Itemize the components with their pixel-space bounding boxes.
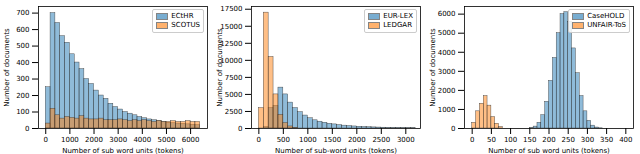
svg-text:12500: 12500 xyxy=(220,39,243,48)
svg-text:200: 200 xyxy=(16,92,29,100)
svg-text:6000: 6000 xyxy=(438,10,456,18)
svg-text:0: 0 xyxy=(44,136,48,144)
svg-text:2000: 2000 xyxy=(85,136,103,144)
svg-text:3000: 3000 xyxy=(397,136,415,144)
svg-text:0: 0 xyxy=(257,136,261,144)
svg-text:Number of documents: Number of documents xyxy=(429,28,437,107)
svg-text:Number of documents: Number of documents xyxy=(3,28,11,107)
svg-text:Number of sub word units (toke: Number of sub word units (tokens) xyxy=(62,147,184,154)
svg-text:0: 0 xyxy=(470,136,474,144)
svg-text:2500: 2500 xyxy=(372,136,390,144)
svg-text:0: 0 xyxy=(451,125,455,133)
svg-text:1500: 1500 xyxy=(323,136,341,144)
svg-text:100: 100 xyxy=(504,136,517,144)
html-text:CaseHOLD: CaseHOLD xyxy=(587,12,625,20)
svg-text:100: 100 xyxy=(16,108,29,116)
svg-text:5000: 5000 xyxy=(438,29,456,37)
svg-text:300: 300 xyxy=(16,75,29,83)
svg-text:600: 600 xyxy=(16,26,29,34)
svg-text:50: 50 xyxy=(487,136,496,144)
svg-text:250: 250 xyxy=(562,136,575,144)
svg-text:Number of documents: Number of documents xyxy=(216,28,224,107)
svg-text:4000: 4000 xyxy=(133,136,151,144)
svg-text:3000: 3000 xyxy=(109,136,127,144)
svg-text:2500: 2500 xyxy=(225,108,243,116)
svg-text:17500: 17500 xyxy=(220,5,242,13)
svg-text:150: 150 xyxy=(523,136,536,144)
svg-text:500: 500 xyxy=(277,136,290,144)
html-text:LEDGAR: LEDGAR xyxy=(383,21,412,29)
svg-text:700: 700 xyxy=(16,9,29,17)
svg-text:1000: 1000 xyxy=(438,106,456,114)
svg-text:6000: 6000 xyxy=(182,136,200,144)
svg-text:3000: 3000 xyxy=(438,68,456,76)
svg-text:15000: 15000 xyxy=(220,22,243,31)
svg-text:7500: 7500 xyxy=(225,74,243,82)
svg-text:1000: 1000 xyxy=(61,136,79,144)
html-text:SCOTUS: SCOTUS xyxy=(171,21,200,29)
svg-text:400: 400 xyxy=(619,136,632,144)
svg-text:200: 200 xyxy=(542,136,555,144)
svg-text:2000: 2000 xyxy=(348,136,366,144)
svg-text:500: 500 xyxy=(16,42,29,50)
svg-text:5000: 5000 xyxy=(158,136,176,144)
svg-text:10000: 10000 xyxy=(220,56,243,65)
svg-text:1000: 1000 xyxy=(299,136,317,144)
html-text:EUR-LEX: EUR-LEX xyxy=(383,12,413,20)
svg-text:300: 300 xyxy=(581,136,594,144)
html-text:UNFAIR-ToS: UNFAIR-ToS xyxy=(587,21,626,29)
html-text:ECtHR: ECtHR xyxy=(171,12,194,20)
svg-text:2000: 2000 xyxy=(438,87,456,95)
svg-text:5000: 5000 xyxy=(225,91,243,99)
svg-text:Number of sub word units (toke: Number of sub word units (tokens) xyxy=(488,147,610,154)
svg-text:Number of sub-word units (toke: Number of sub-word units (tokens) xyxy=(275,147,397,154)
svg-text:350: 350 xyxy=(600,136,613,144)
svg-text:4000: 4000 xyxy=(438,48,456,56)
svg-text:0: 0 xyxy=(25,125,29,133)
svg-text:0: 0 xyxy=(238,125,242,133)
svg-text:400: 400 xyxy=(16,59,29,67)
